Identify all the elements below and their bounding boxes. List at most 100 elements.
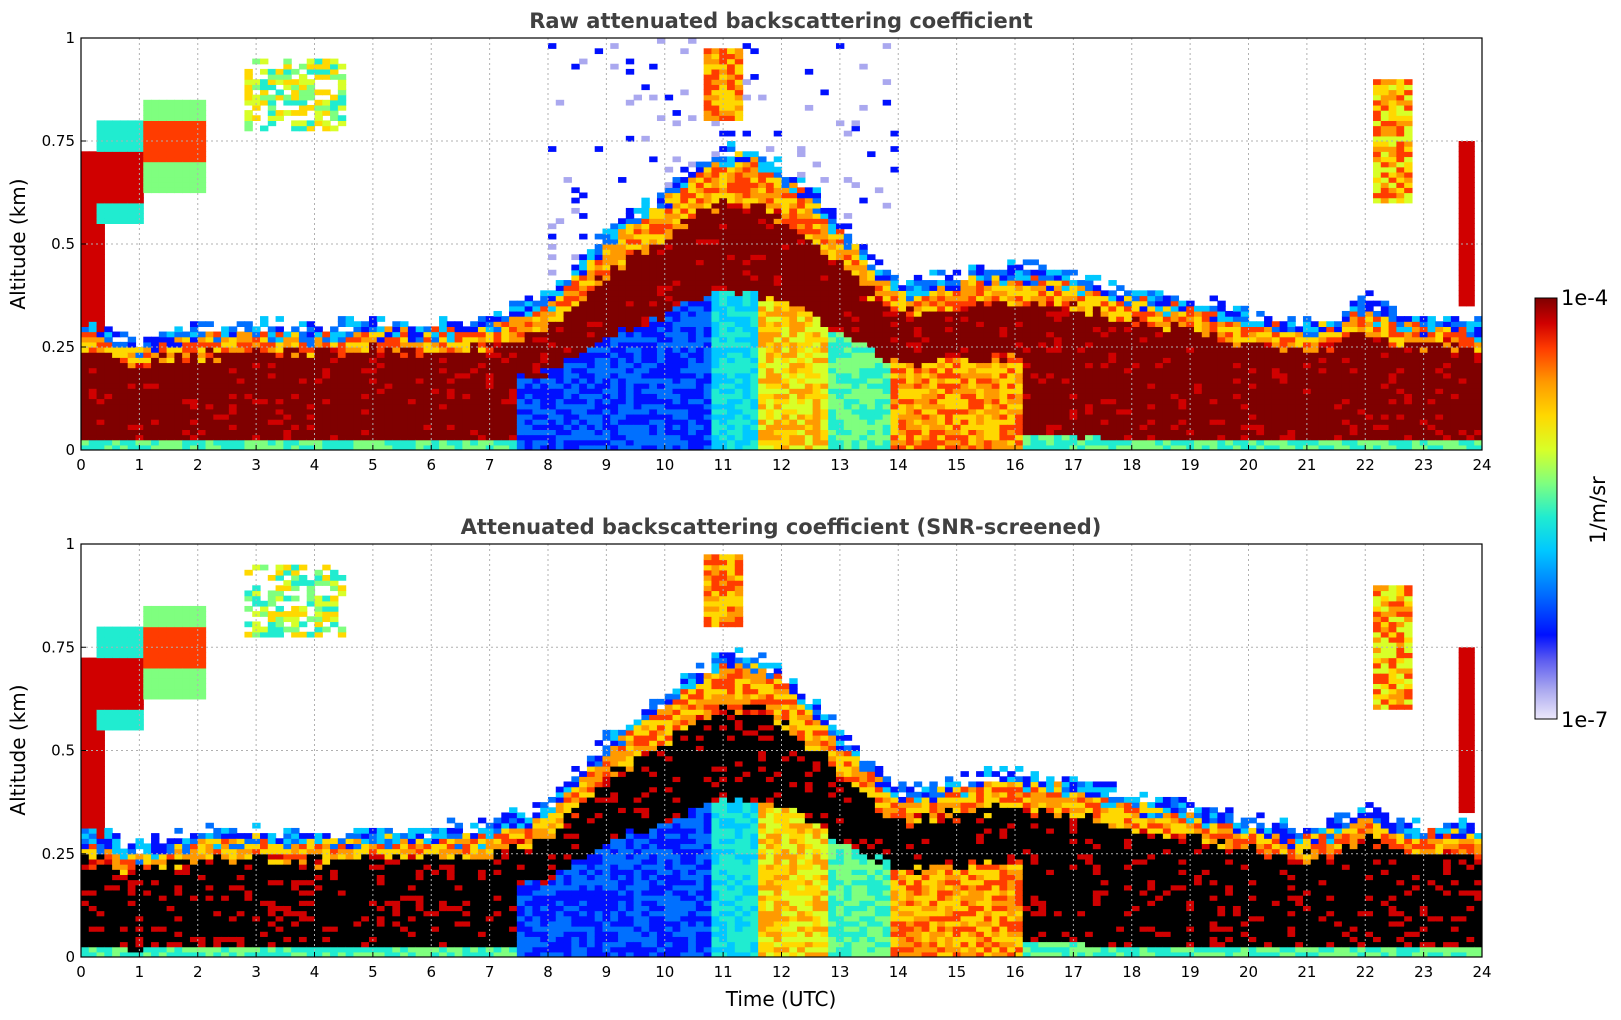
heatmap-cell: [298, 393, 308, 400]
heatmap-cell: [88, 429, 98, 436]
heatmap-cell: [1007, 403, 1016, 410]
heatmap-cell: [649, 285, 658, 291]
heatmap-cell: [1030, 377, 1039, 384]
heatmap-cell: [742, 223, 751, 230]
heatmap-cell: [921, 383, 930, 389]
heatmap-cell: [586, 249, 596, 255]
heatmap-cell: [649, 336, 658, 343]
heatmap-cell: [633, 347, 642, 353]
heatmap-cell: [773, 434, 783, 441]
heatmap-cell: [937, 429, 946, 436]
heatmap-cell: [711, 89, 720, 96]
heatmap-cell: [618, 372, 627, 379]
heatmap-cell: [267, 74, 277, 80]
heatmap-cell: [812, 285, 822, 291]
heatmap-cell: [330, 424, 339, 430]
heatmap-cell: [835, 269, 845, 276]
heatmap-cell: [812, 290, 822, 297]
heatmap-cell: [711, 228, 720, 235]
heatmap-cell: [734, 434, 744, 441]
heatmap-cell: [976, 362, 985, 369]
heatmap-cell: [423, 439, 432, 446]
heatmap-cell: [750, 151, 759, 158]
heatmap-cell: [758, 223, 767, 230]
heatmap-cell: [633, 388, 642, 394]
heatmap-cell: [773, 336, 783, 343]
heatmap-cell: [719, 377, 728, 384]
heatmap-cell: [563, 341, 572, 348]
heatmap-cell: [454, 408, 463, 415]
heatmap-cell: [797, 274, 806, 281]
heatmap-cell: [189, 321, 199, 327]
heatmap-cell: [454, 424, 463, 430]
heatmap-cell: [999, 269, 1008, 276]
heatmap-cell: [1007, 383, 1016, 389]
heatmap-cell: [695, 228, 705, 235]
heatmap-cell: [330, 393, 339, 400]
heatmap-cell: [781, 269, 790, 276]
heatmap-cell: [291, 362, 300, 369]
heatmap-cell: [392, 362, 401, 369]
heatmap-cell: [182, 347, 191, 353]
heatmap-cell: [867, 280, 876, 286]
heatmap-cell: [618, 264, 627, 271]
heatmap-cell: [874, 413, 884, 420]
heatmap-cell: [781, 295, 790, 302]
heatmap-cell: [423, 357, 432, 364]
heatmap-cell: [758, 419, 767, 425]
heatmap-cell: [828, 207, 837, 214]
heatmap-cell: [221, 347, 230, 353]
heatmap-cell: [758, 177, 767, 183]
heatmap-cell: [734, 171, 744, 178]
heatmap-cell: [586, 419, 596, 425]
heatmap-cell: [750, 352, 759, 358]
heatmap-cell: [221, 444, 230, 450]
heatmap-cell: [843, 259, 853, 266]
heatmap-cell: [804, 367, 814, 374]
heatmap-cell: [477, 352, 487, 358]
heatmap-cell: [633, 269, 642, 276]
heatmap-cell: [781, 310, 790, 317]
heatmap-cell: [205, 408, 214, 415]
heatmap-cell: [119, 218, 129, 224]
heatmap-cell: [773, 130, 783, 137]
heatmap-cell: [221, 377, 230, 384]
heatmap-cell: [727, 244, 736, 250]
heatmap-cell: [680, 331, 689, 338]
heatmap-cell: [306, 63, 316, 70]
heatmap-cell: [516, 367, 526, 374]
heatmap-cell: [789, 244, 798, 250]
heatmap-cell: [166, 141, 175, 147]
heatmap-cell: [828, 439, 837, 446]
heatmap-cell: [563, 439, 572, 446]
heatmap-cell: [727, 269, 736, 276]
heatmap-cell: [1022, 388, 1032, 394]
heatmap-cell: [244, 84, 253, 91]
heatmap-cell: [695, 372, 705, 379]
heatmap-cell: [252, 429, 261, 436]
heatmap-cell: [680, 89, 689, 96]
heatmap-cell: [976, 347, 985, 353]
heatmap-cell: [618, 424, 627, 430]
heatmap-cell: [734, 213, 744, 219]
heatmap-cell: [952, 439, 962, 446]
heatmap-cell: [454, 336, 463, 343]
heatmap-cell: [656, 300, 666, 307]
heatmap-cell: [711, 290, 720, 297]
heatmap-cell: [695, 424, 705, 430]
heatmap-cell: [563, 285, 572, 291]
heatmap-cell: [921, 424, 930, 430]
heatmap-cell: [765, 393, 775, 400]
heatmap-cell: [509, 321, 518, 327]
heatmap-cell: [843, 393, 853, 400]
heatmap-cell: [882, 331, 892, 338]
heatmap-cell: [244, 357, 253, 364]
heatmap-cell: [828, 331, 837, 338]
heatmap-cell: [439, 347, 448, 353]
heatmap-cell: [921, 403, 930, 410]
heatmap-cell: [1007, 408, 1016, 415]
heatmap-cell: [586, 316, 596, 322]
heatmap-cell: [1053, 352, 1063, 358]
heatmap-cell: [283, 413, 292, 420]
heatmap-cell: [828, 254, 837, 261]
